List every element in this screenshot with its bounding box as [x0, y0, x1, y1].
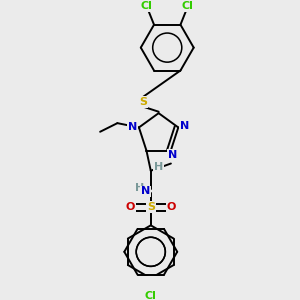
Text: H: H [135, 183, 145, 193]
Text: N: N [128, 122, 137, 133]
Text: N: N [141, 186, 150, 197]
Text: N: N [168, 150, 177, 160]
Text: Cl: Cl [182, 1, 194, 11]
Text: S: S [147, 202, 155, 212]
Text: S: S [139, 97, 147, 107]
Text: N: N [180, 121, 189, 131]
Text: O: O [167, 202, 176, 212]
Text: O: O [125, 202, 135, 212]
Text: Cl: Cl [145, 291, 157, 300]
Text: Cl: Cl [141, 1, 153, 11]
Text: H: H [154, 162, 164, 172]
